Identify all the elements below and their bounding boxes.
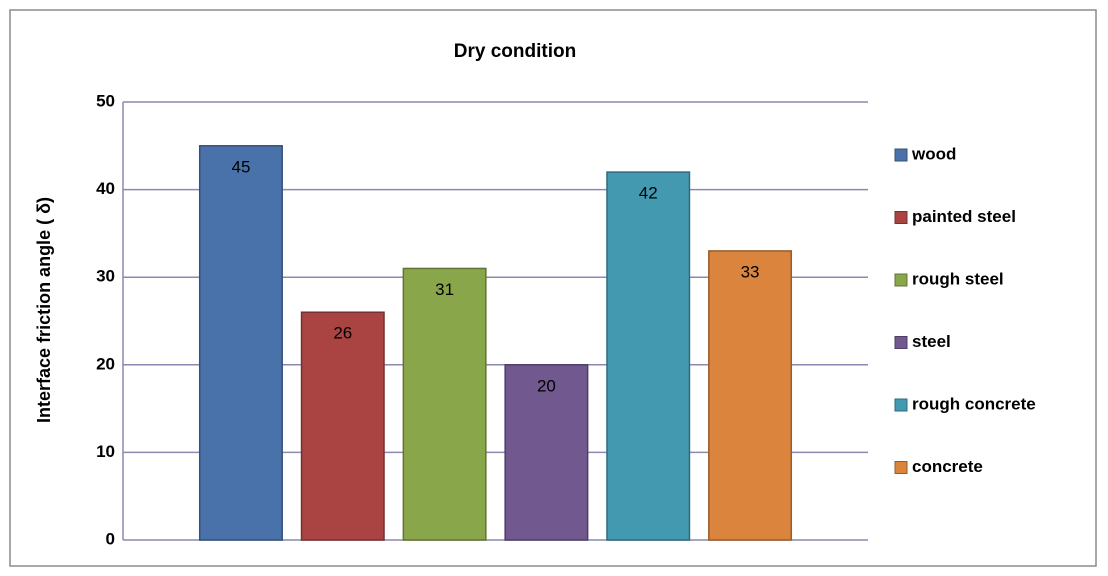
legend-label: wood	[911, 144, 956, 163]
bar	[708, 250, 793, 541]
data-label: 33	[741, 262, 760, 281]
bar	[606, 171, 691, 541]
y-tick-label: 20	[96, 354, 115, 373]
y-tick-label: 0	[106, 529, 115, 548]
data-label: 20	[537, 376, 556, 395]
legend-label: concrete	[912, 457, 983, 476]
chart-title: Dry condition	[454, 41, 576, 62]
y-axis-label: Interface friction angle ( δ)	[34, 197, 54, 423]
bar	[198, 145, 283, 541]
data-label: 42	[639, 184, 658, 203]
legend-swatch	[894, 461, 908, 474]
data-label: 31	[435, 280, 454, 299]
legend-swatch	[894, 273, 908, 287]
y-tick-label: 50	[96, 91, 115, 110]
legend-swatch	[894, 398, 908, 412]
bar	[402, 267, 487, 541]
legend-swatch	[894, 211, 908, 224]
legend-label: rough steel	[912, 269, 1004, 288]
data-label: 26	[333, 324, 352, 343]
legend-label: painted steel	[912, 207, 1016, 226]
data-label: 45	[231, 157, 250, 176]
legend-swatch	[894, 148, 908, 162]
legend-swatch	[894, 336, 908, 349]
legend-label: steel	[912, 332, 951, 351]
y-tick-label: 30	[96, 267, 115, 286]
y-tick-label: 10	[96, 442, 115, 461]
bar	[300, 311, 385, 541]
legend-label: rough concrete	[912, 394, 1036, 413]
y-tick-label: 40	[96, 179, 115, 198]
bar	[504, 364, 589, 541]
